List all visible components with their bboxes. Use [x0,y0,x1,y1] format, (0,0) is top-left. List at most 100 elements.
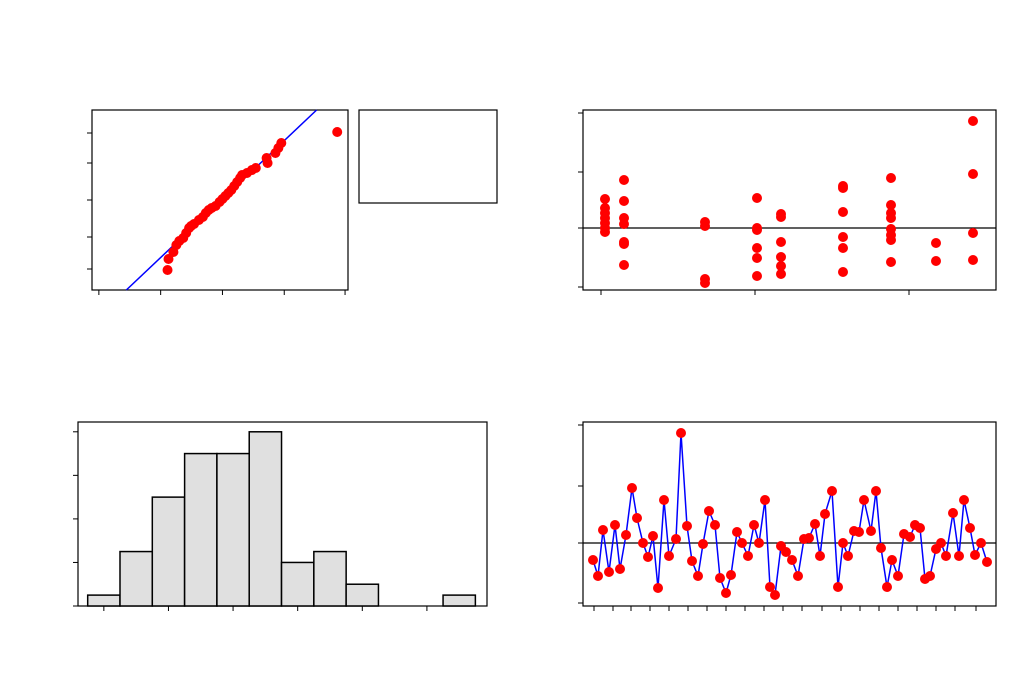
point [810,519,820,529]
bar [313,550,347,607]
point [936,538,946,548]
point [859,495,869,505]
point [754,538,764,548]
point [871,486,881,496]
point [659,495,669,505]
point [915,523,925,533]
point [682,521,692,531]
point [276,138,287,148]
point [838,243,848,253]
bar [119,550,154,607]
point [162,265,173,275]
point [743,551,753,561]
point [833,582,843,592]
point [887,555,897,565]
point [905,532,915,542]
point [676,428,686,438]
point [619,175,629,185]
bar [442,594,477,607]
point [749,520,759,530]
point [776,261,786,271]
point [752,193,762,203]
point [886,173,896,183]
point [893,571,903,581]
bar [248,431,283,607]
point [600,227,610,237]
point [726,570,736,580]
point [827,486,837,496]
point [776,212,786,222]
point [886,213,896,223]
point [882,582,892,592]
point [332,127,343,137]
point [954,551,964,561]
point [931,256,941,266]
point [968,169,978,179]
point [619,219,629,229]
point [619,196,629,206]
point [838,538,848,548]
point [781,547,791,557]
point [598,525,608,535]
point [770,590,780,600]
point [970,550,980,560]
point [968,228,978,238]
point [632,513,642,523]
point [959,495,969,505]
point [615,564,625,574]
point [793,571,803,581]
point [948,508,958,518]
point [787,555,797,565]
point [941,551,951,561]
point [776,237,786,247]
point [671,534,681,544]
point [732,527,742,537]
point [854,527,864,537]
point [737,538,747,548]
point [619,260,629,270]
point [820,509,830,519]
point [931,238,941,248]
point [653,583,663,593]
bar [86,594,121,607]
point [721,588,731,598]
point [838,183,848,193]
point [982,557,992,567]
point [588,555,598,565]
point [976,538,986,548]
point [752,271,762,281]
point [765,582,775,592]
point [648,531,658,541]
point [610,520,620,530]
point [700,278,710,288]
point [163,254,174,264]
point [760,495,770,505]
point [776,269,786,279]
point [262,158,273,168]
point [886,257,896,267]
point [804,533,814,543]
point [604,567,614,577]
point [664,551,674,561]
point [838,267,848,277]
bar [280,561,315,607]
point [593,571,603,581]
point [700,221,710,231]
point [250,163,261,173]
point [704,506,714,516]
point [876,543,886,553]
point [752,243,762,253]
point [621,530,631,540]
point [886,200,896,210]
point [866,526,876,536]
point [965,523,975,533]
point [968,116,978,126]
point [627,483,637,493]
point [643,552,653,562]
bar [183,452,218,607]
point [693,571,703,581]
bar [151,496,186,607]
point [600,194,610,204]
